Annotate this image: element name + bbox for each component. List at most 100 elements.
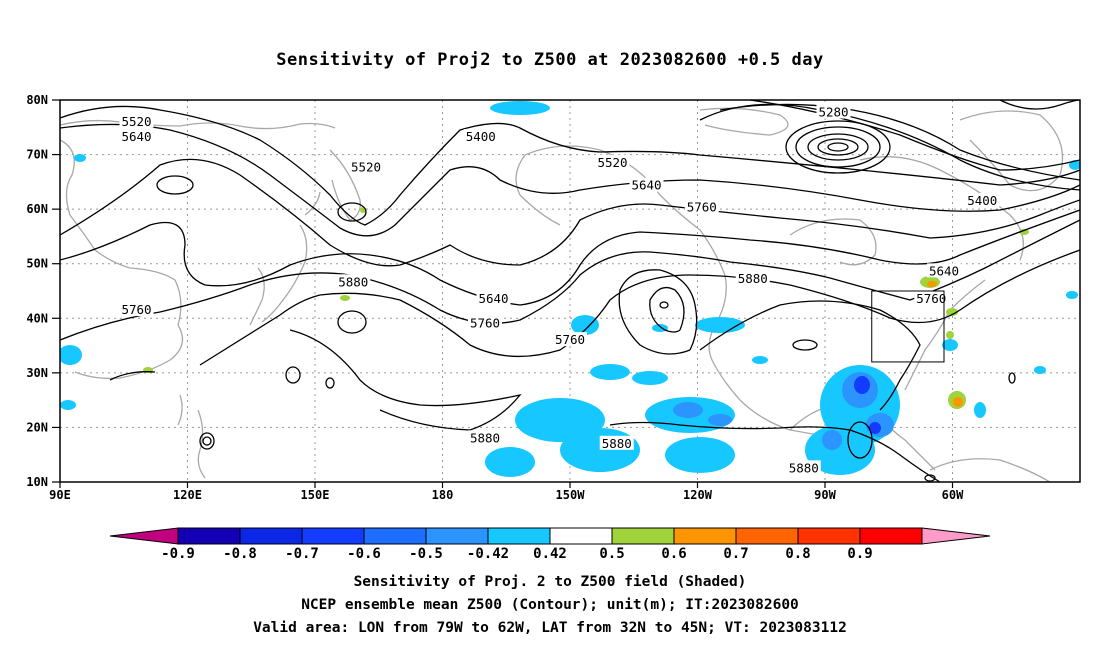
contour-label-text: 5760	[470, 316, 500, 331]
contour-label-text: 5640	[929, 263, 959, 278]
contour-label: 5640	[629, 177, 664, 193]
contour-label-text: 5640	[478, 291, 508, 306]
contour-label-text: 5760	[916, 291, 946, 306]
contour-label-bg	[463, 129, 498, 144]
contour-label: 5760	[119, 302, 154, 317]
contour-label-bg	[119, 113, 154, 128]
contour-label-bg	[914, 291, 949, 306]
colorbar-segment	[735, 527, 799, 545]
latitude-tick-label: 40N	[26, 311, 48, 325]
colorbar-tick-label: -0.8	[223, 546, 257, 562]
contour-label-text: 5880	[602, 436, 632, 451]
longitude-tick-label: 150W	[556, 488, 586, 502]
contour-label-bg	[336, 274, 371, 289]
colorbar-segment	[177, 527, 241, 545]
contour-label-bg	[119, 302, 154, 317]
colorbar-tick-label: 0.42	[533, 546, 567, 562]
contour-label: 5520	[595, 154, 630, 170]
contour-label-bg	[927, 263, 961, 278]
colorbar-tick-label: 0.7	[723, 546, 748, 562]
caption-valid-area: Valid area: LON from 79W to 62W, LAT fro…	[253, 620, 847, 636]
contour-label-bg	[349, 159, 383, 174]
colorbar-segment	[487, 527, 551, 545]
longitude-tick-label: 120E	[173, 488, 202, 502]
contour-label: 5640	[119, 129, 154, 144]
contour-label-text: 5880	[338, 274, 368, 289]
latitude-tick-label: 60N	[26, 202, 48, 216]
caption-shaded: Sensitivity of Proj. 2 to Z500 field (Sh…	[353, 574, 747, 590]
contour-label-text: 5400	[967, 193, 997, 208]
contour-label: 5880	[468, 430, 502, 445]
contour-label-bg	[735, 270, 770, 285]
latitude-tick-label: 70N	[26, 148, 48, 162]
colorbar-tick-label: -0.7	[285, 546, 319, 562]
colorbar-tick-label: 0.8	[785, 546, 810, 562]
contour-label: 5880	[599, 435, 634, 451]
valid-area-box	[871, 290, 945, 363]
contour-label-text: 5520	[351, 160, 381, 175]
contour-label-bg	[119, 129, 154, 144]
contour-label-bg	[553, 332, 587, 347]
colorbar-segment	[797, 527, 861, 545]
contour-label-bg	[629, 177, 664, 192]
contour-label: 5880	[336, 274, 371, 289]
colorbar-segment	[549, 527, 613, 545]
contour-label-text: 5520	[597, 155, 627, 170]
colorbar-tick-label: -0.9	[161, 546, 195, 562]
contour-label-bg	[684, 199, 719, 214]
latitude-tick-label: 30N	[26, 366, 48, 380]
longitude-tick-label: 120W	[683, 488, 713, 502]
colorbar-tick-label: 0.6	[661, 546, 686, 562]
contour-label: 5760	[684, 199, 719, 215]
colorbar-segment	[363, 527, 427, 545]
contour-label: 5520	[119, 113, 154, 129]
longitude-axis: 90E 120E 150E 180 150W 120W 90W 60W	[49, 482, 964, 502]
contour-label-bg	[965, 192, 1000, 207]
contour-label-text: 5520	[121, 114, 151, 129]
colorbar-tick-label: 0.9	[847, 546, 872, 562]
contour-label-text: 5760	[555, 332, 585, 347]
contour-label-bg	[816, 104, 851, 119]
colorbar-end-low	[109, 527, 179, 545]
contour-label-text: 5400	[466, 129, 496, 144]
contour-label-bg	[468, 315, 502, 330]
colorbar-tick-label: -0.42	[467, 546, 509, 562]
contour-label-text: 5880	[470, 430, 500, 445]
contour-label-text: 5640	[121, 129, 151, 144]
latitude-tick-label: 50N	[26, 257, 48, 271]
contour-label-text: 5280	[818, 105, 848, 120]
contour-label: 5760	[914, 291, 949, 306]
colorbar-tick-label: -0.5	[409, 546, 443, 562]
contour-label-text: 5760	[687, 200, 717, 215]
colorbar-segment	[239, 527, 303, 545]
longitude-tick-label: 90W	[814, 488, 836, 502]
longitude-tick-label: 90E	[49, 488, 71, 502]
longitude-tick-label: 60W	[942, 488, 964, 502]
colorbar-segment	[611, 527, 675, 545]
contour-label: 5880	[786, 460, 821, 475]
contour-label-text: 5760	[121, 302, 151, 317]
contour-label-bg	[599, 435, 634, 450]
contour-label: 5400	[463, 129, 498, 144]
contour-label: 5760	[553, 332, 587, 347]
contour-label: 5640	[476, 291, 511, 306]
sensitivity-shading	[60, 101, 1080, 477]
contour-label-text: 5880	[789, 460, 819, 475]
contour-label-bg	[595, 154, 630, 169]
colorbar-segment	[425, 527, 489, 545]
latitude-axis: 80N 70N 60N 50N 40N 30N 20N 10N	[26, 93, 60, 489]
contour-label-text: 5880	[738, 271, 768, 286]
contour-label: 5640	[927, 263, 961, 278]
contour-label: 5520	[349, 159, 383, 175]
contour-label-bg	[468, 430, 502, 445]
caption-contour: NCEP ensemble mean Z500 (Contour); unit(…	[301, 597, 799, 613]
colorbar-end-high	[921, 527, 991, 545]
colorbar-segment	[859, 527, 923, 545]
contour-label: 5280	[816, 104, 851, 120]
colorbar: -0.9 -0.8 -0.7 -0.6 -0.5 -0.42 0.42 0.5 0.6 0.7 0.…	[109, 527, 991, 562]
colorbar-segment	[301, 527, 365, 545]
contour-label: 5400	[965, 192, 1000, 208]
colorbar-tick-label: 0.5	[599, 546, 624, 562]
contour-label: 5880	[735, 270, 770, 286]
